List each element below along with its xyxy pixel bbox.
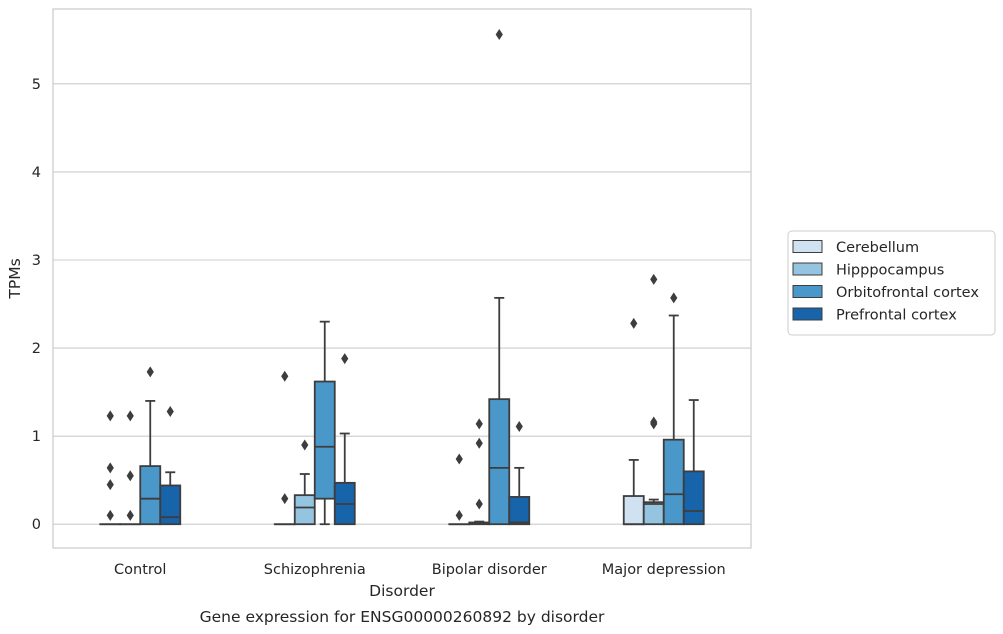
box-group [119,410,142,526]
outlier-point [126,470,134,482]
y-tick-label: 0 [32,517,41,533]
outlier-point [495,29,503,41]
box-group [333,353,356,526]
legend: Cerebellum Hipppocampus Orbitofrontal cort… [787,230,996,336]
outlier-point [106,462,114,474]
outlier-point [650,416,658,428]
outlier-point [475,498,483,510]
box-group [293,439,316,526]
outlier-point [106,479,114,491]
y-axis-ticks: 0 1 2 3 4 5 [32,77,41,533]
legend-swatch [792,285,823,298]
x-tick-label: Schizophrenia [264,562,366,578]
outlier-point [106,509,114,521]
box-group [642,273,665,526]
box [642,501,665,526]
legend-label: Prefrontal cortex [836,308,957,324]
x-axis-label: Disorder [369,582,435,600]
gridlines [53,83,751,525]
legend-swatch [792,307,823,321]
legend-swatch [792,240,823,253]
x-axis-ticks: Control Schizophrenia Bipolar disorder Majo… [114,562,726,578]
box-group [139,366,162,526]
box-group [159,405,182,526]
legend-label: Orbitofrontal cortex [836,285,979,301]
outlier-point [126,509,134,521]
y-axis-label: TPMs [6,258,24,299]
box [139,465,162,526]
box [488,398,511,526]
legend-frame [787,230,996,336]
outlier-point [475,437,483,449]
outlier-point [281,493,289,505]
y-tick-label: 3 [32,253,41,269]
box-group [468,418,491,526]
outlier-point [475,418,483,430]
plot-frame [52,8,752,549]
box [293,494,316,526]
outlier-point [166,405,174,417]
x-tick-label: Major depression [602,562,726,578]
outlier-point [455,509,463,521]
box-group [313,320,336,526]
outlier-point [281,370,289,382]
outlier-point [126,410,134,422]
y-tick-label: 2 [32,341,41,357]
legend-swatch [792,262,823,276]
outlier-point [670,292,678,304]
box [682,470,705,526]
box-group [662,292,685,526]
outlier-point [301,439,309,451]
box [622,495,645,526]
box-group [99,410,122,526]
outlier-point [106,410,114,422]
outlier-point [146,366,154,378]
box [508,496,531,526]
chart-caption: Gene expression for ENSG00000260892 by d… [200,608,605,626]
box-group [682,399,705,526]
box-group [273,370,296,526]
y-tick-label: 4 [32,165,41,181]
outlier-point [630,317,638,329]
box-group [508,420,531,526]
box-group [448,453,471,526]
outlier-point [515,420,523,432]
box-group [488,29,511,526]
box [159,484,182,526]
y-tick-label: 1 [32,429,41,445]
box [313,380,336,500]
box-group [622,317,645,526]
x-tick-label: Control [114,562,166,578]
x-tick-label: Bipolar disorder [432,562,547,578]
y-tick-label: 5 [32,77,41,93]
legend-label: Cerebellum [836,240,919,256]
outlier-point [341,353,349,365]
box [662,438,685,526]
plot-area [99,29,705,526]
outlier-point [650,273,658,285]
outlier-point [455,453,463,465]
legend-label: Hipppocampus [836,263,944,279]
